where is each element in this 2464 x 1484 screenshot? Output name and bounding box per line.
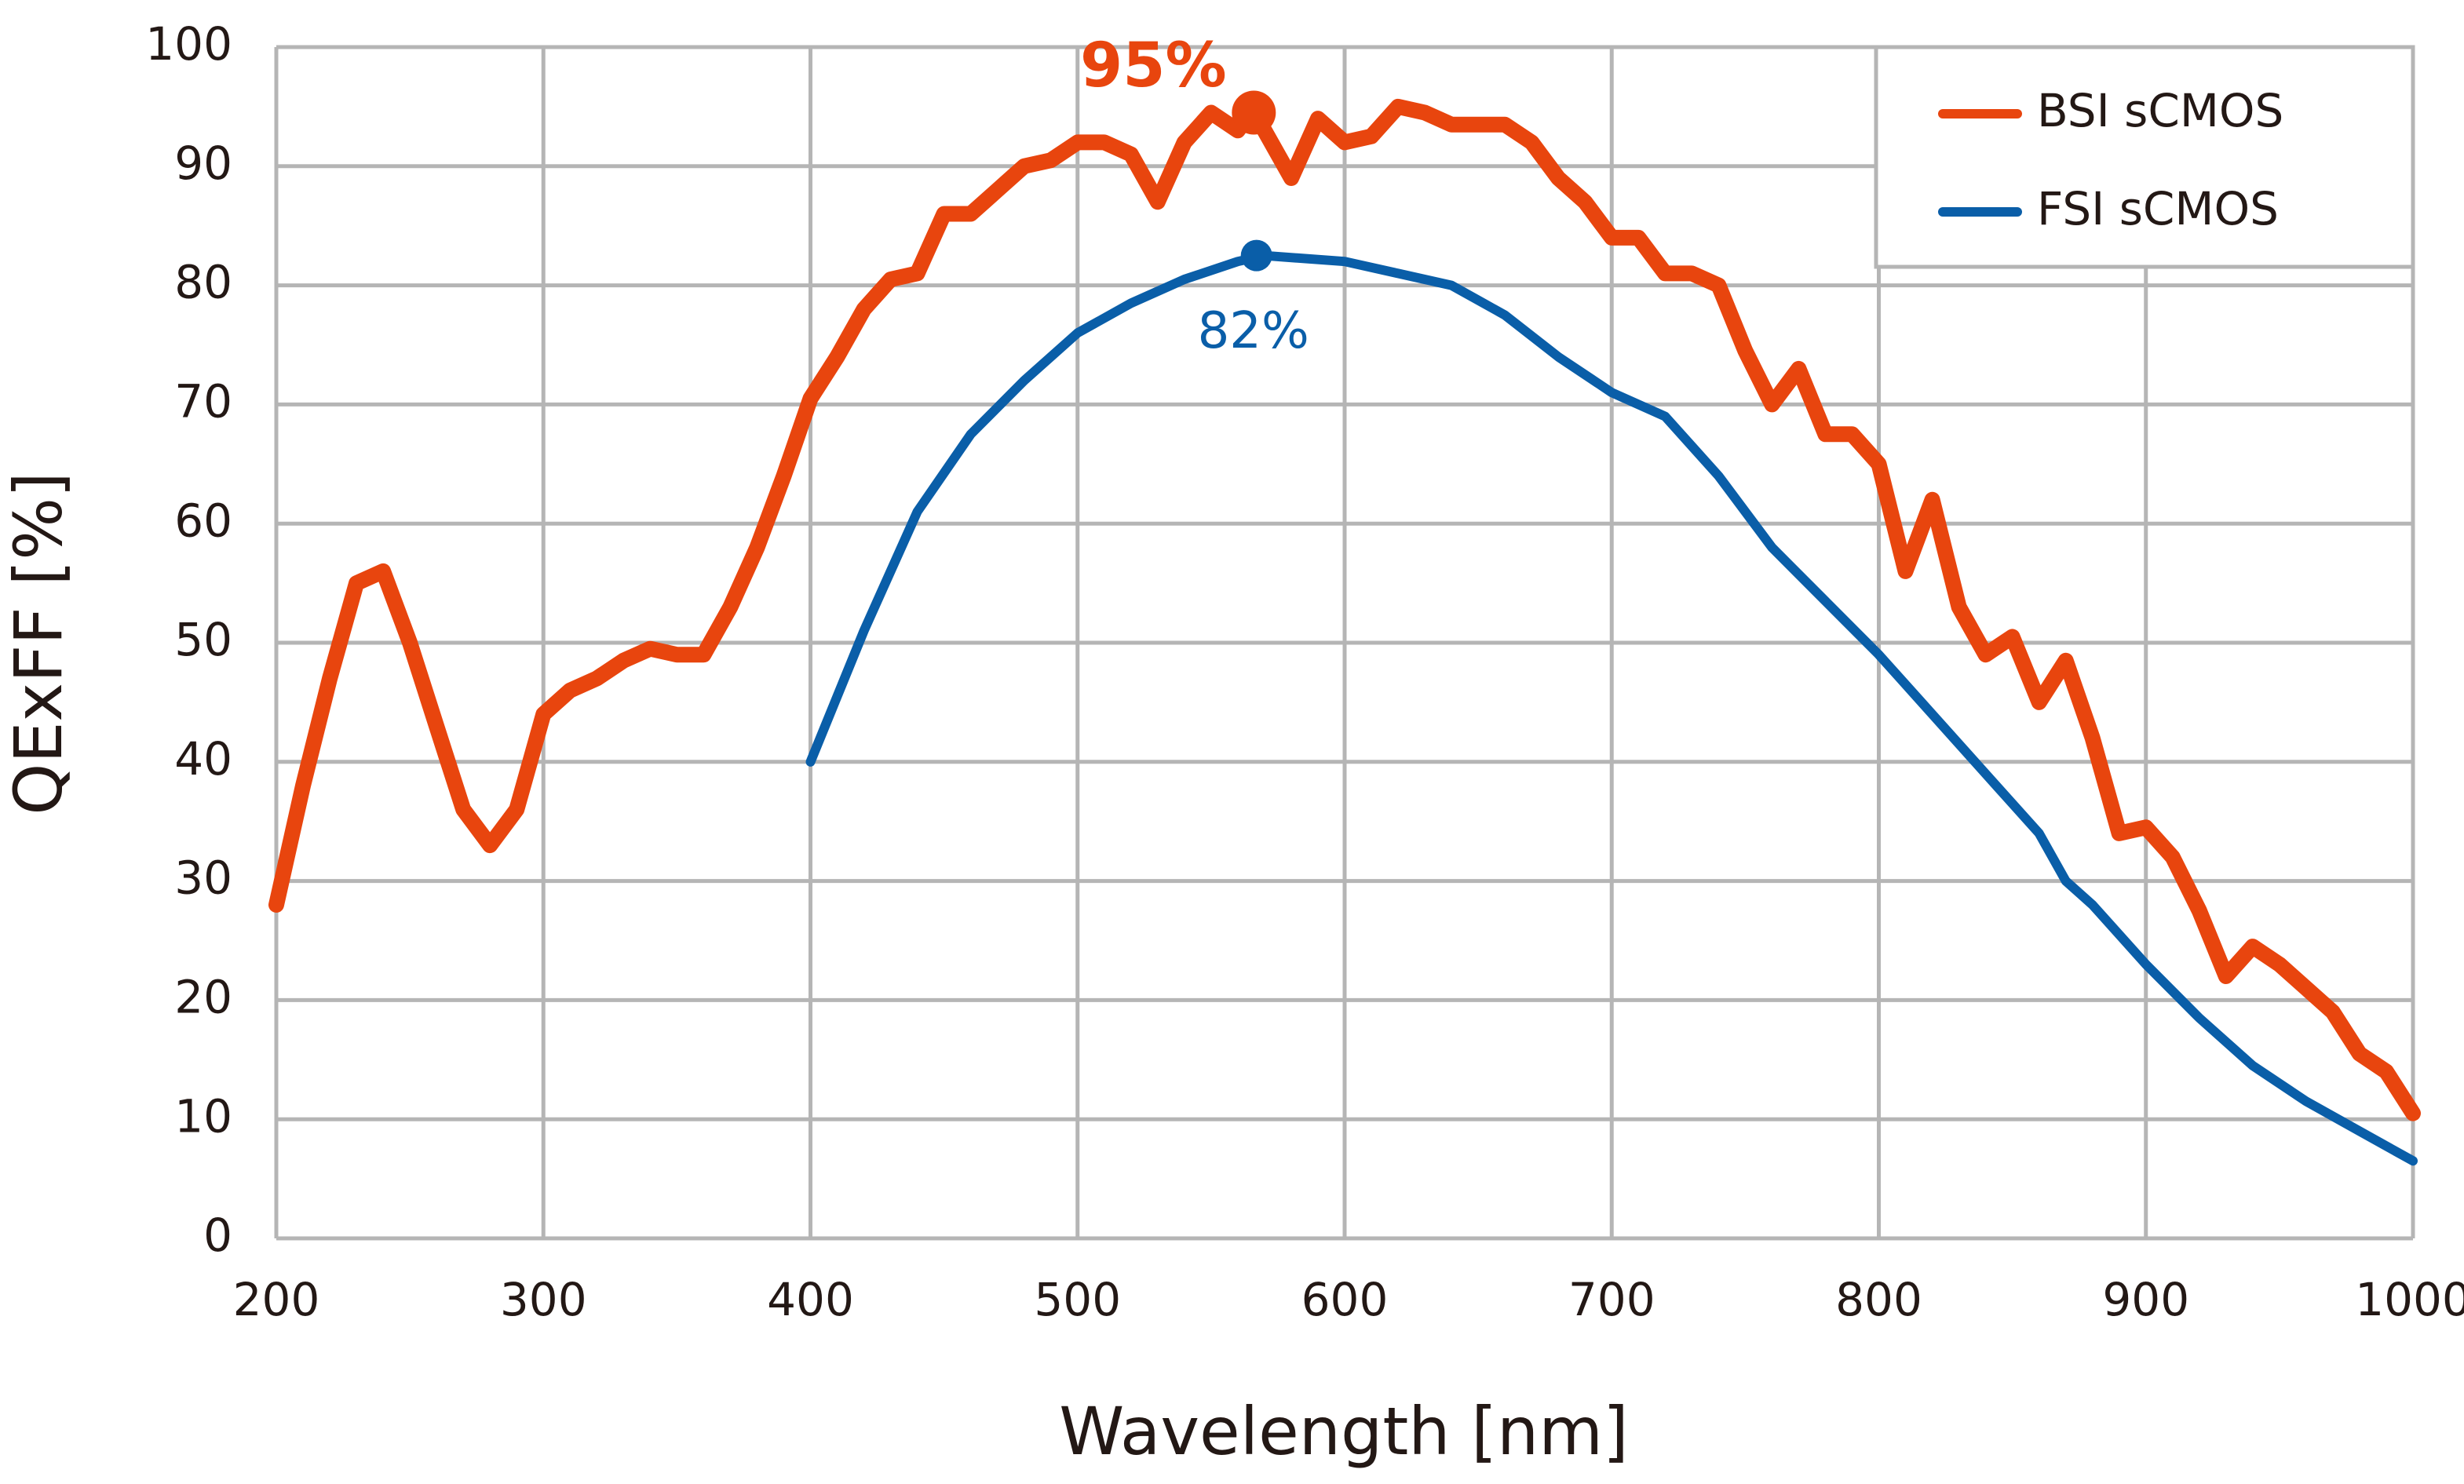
legend-label: FSI sCMOS (2037, 182, 2279, 235)
x-tick-label: 200 (233, 1273, 320, 1326)
y-tick-label: 60 (174, 494, 232, 547)
x-tick-label: 300 (500, 1273, 587, 1326)
annotation: 95% (1080, 31, 1227, 101)
x-tick-label: 600 (1301, 1273, 1389, 1326)
y-tick-label: 30 (174, 851, 232, 905)
peak-marker (1240, 239, 1272, 272)
y-tick-label: 100 (145, 17, 232, 71)
y-tick-label: 80 (174, 256, 232, 309)
y-tick-label: 20 (174, 971, 232, 1024)
y-tick-label: 0 (203, 1209, 232, 1262)
x-tick-label: 500 (1034, 1273, 1121, 1326)
x-tick-label: 1000 (2355, 1273, 2464, 1326)
x-tick-label: 400 (767, 1273, 854, 1326)
y-axis-label: QExFF [%] (0, 472, 77, 815)
peak-marker (1232, 90, 1276, 135)
y-tick-label: 50 (174, 613, 232, 666)
x-tick-label: 700 (1568, 1273, 1655, 1326)
x-axis-label: Wavelength [nm] (1059, 1393, 1629, 1470)
data-line (805, 250, 2418, 1166)
y-tick-label: 70 (174, 375, 232, 428)
legend-box (1874, 45, 2415, 269)
data-line (268, 98, 2421, 1121)
y-tick-label: 40 (174, 732, 232, 786)
annotation: 82% (1198, 302, 1309, 360)
y-tick-label: 90 (174, 137, 232, 190)
y-tick-label: 10 (174, 1089, 232, 1143)
x-tick-label: 800 (1835, 1273, 1922, 1326)
legend-label: BSI sCMOS (2037, 84, 2283, 137)
x-tick-label: 900 (2102, 1273, 2189, 1326)
